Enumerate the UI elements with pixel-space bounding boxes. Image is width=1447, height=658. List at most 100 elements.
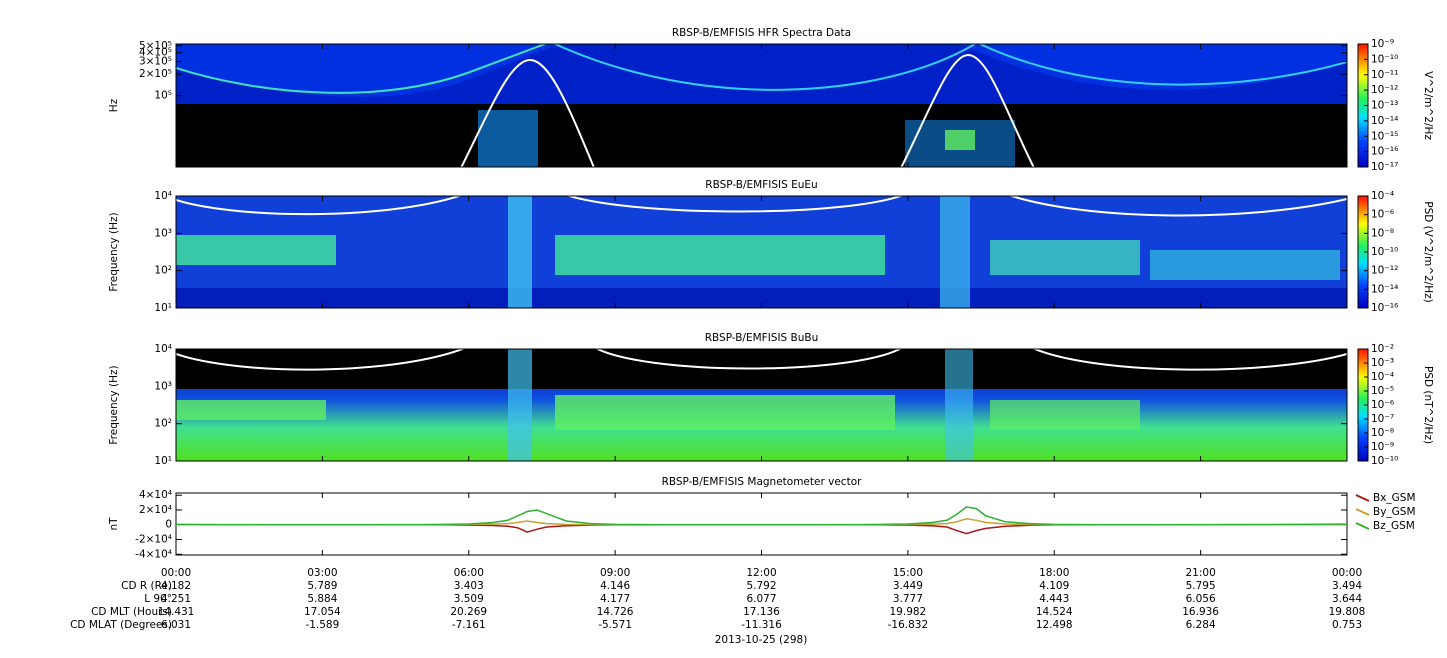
y-tick-label: 3×10⁵ [139, 56, 172, 68]
y-tick-label: 10⁵ [154, 90, 172, 102]
colorbar-tick-label: 10⁻⁹ [1371, 38, 1394, 50]
ephemeris-value: 3.403 [454, 580, 484, 592]
x-tick-label: 15:00 [893, 567, 923, 579]
ephemeris-value: 4.251 [161, 593, 191, 605]
y-tick-label: -4×10⁴ [135, 548, 172, 560]
colorbar-tick-label: 10⁻¹³ [1371, 100, 1398, 112]
colorbar-tick-label: 10⁻⁷ [1371, 413, 1394, 425]
burst [945, 130, 975, 150]
colorbar-tick-label: 10⁻⁵ [1371, 385, 1394, 397]
y-axis-label: Frequency (Hz) [108, 365, 120, 444]
ephemeris-value: -16.832 [888, 619, 929, 631]
ephemeris-value: 3.509 [454, 593, 484, 605]
panel-title: RBSP-B/EMFISIS BuBu [705, 332, 819, 344]
colorbar-label: PSD (V^2/m^2/Hz) [1422, 201, 1434, 302]
colorbar-tick-label: 10⁻¹² [1371, 265, 1398, 277]
y-tick-label: 10² [154, 265, 172, 277]
legend-swatch [1355, 494, 1370, 502]
legend-swatch [1355, 522, 1370, 530]
colorbar-tick-label: 10⁻¹⁰ [1371, 455, 1398, 467]
colorbar-tick-label: 10⁻¹⁶ [1371, 146, 1398, 158]
data-line [176, 518, 1347, 526]
ephemeris-value: 17.136 [743, 606, 780, 618]
legend-swatch [1355, 508, 1370, 516]
ephemeris-label: CD R (Re) [121, 580, 172, 592]
ephemeris-value: 3.494 [1332, 580, 1362, 592]
burst [478, 110, 538, 167]
ephemeris-value: 6.077 [746, 593, 776, 605]
x-tick-label: 09:00 [600, 567, 630, 579]
ephemeris-value: 3.777 [893, 593, 923, 605]
ephemeris-value: 20.269 [450, 606, 487, 618]
x-tick-label: 18:00 [1039, 567, 1069, 579]
eueu-spectrogram [176, 196, 1347, 308]
x-tick-label: 06:00 [454, 567, 484, 579]
ephemeris-label: L 90° [144, 593, 172, 605]
ephemeris-value: 4.182 [161, 580, 191, 592]
colorbar-tick-label: 10⁻¹⁵ [1371, 130, 1398, 142]
ephemeris-value: 19.982 [890, 606, 927, 618]
ephemeris-value: -11.316 [741, 619, 782, 631]
gyrofrequency-line [460, 53, 1035, 167]
legend-label: By_GSM [1373, 506, 1416, 518]
y-axis-label: Frequency (Hz) [108, 212, 120, 291]
band [555, 235, 885, 275]
burst [508, 196, 532, 308]
y-tick-label: 2×10⁵ [139, 68, 172, 80]
colorbar-tick-label: 10⁻⁴ [1371, 371, 1394, 383]
colorbar-tick-label: 10⁻¹¹ [1371, 69, 1398, 81]
band [176, 400, 326, 420]
ephemeris-value: 14.431 [158, 606, 195, 618]
ephemeris-value: -7.161 [452, 619, 486, 631]
panel-title: RBSP-B/EMFISIS EuEu [705, 179, 817, 191]
ephemeris-value: 3.449 [893, 580, 923, 592]
gyrofrequency-line [176, 196, 1347, 217]
y-tick-label: -2×10⁴ [135, 534, 172, 546]
ephemeris-label: CD MLT (Hours) [91, 606, 172, 618]
y-tick-label: 10² [154, 418, 172, 430]
y-axis-label: nT [108, 517, 120, 531]
x-tick-label: 03:00 [307, 567, 337, 579]
hfr-spectrogram [176, 44, 1347, 167]
x-tick-label: 00:00 [1332, 567, 1362, 579]
data-line [175, 506, 1348, 526]
ephemeris-value: 4.443 [1039, 593, 1069, 605]
data-line [176, 523, 1347, 535]
ephemeris-value: 5.795 [1186, 580, 1216, 592]
y-tick-label: 10¹ [154, 455, 172, 467]
y-tick-label: 10¹ [154, 302, 172, 314]
ephemeris-value: 19.808 [1329, 606, 1366, 618]
plot-frame [175, 43, 1348, 168]
colorbar-tick-label: 10⁻⁴ [1371, 190, 1394, 202]
y-tick-label: 10⁴ [154, 190, 172, 202]
colorbar-tick-label: 10⁻⁶ [1371, 209, 1394, 221]
colorbar-tick-label: 10⁻¹⁰ [1371, 53, 1398, 65]
y-tick-label: 4×10⁴ [139, 489, 172, 501]
band [555, 395, 895, 430]
ephemeris-value: 5.789 [307, 580, 337, 592]
ridge [554, 44, 1347, 91]
y-tick-label: 2×10⁴ [139, 504, 172, 516]
colorbar-tick-label: 10⁻⁹ [1371, 441, 1394, 453]
ephemeris-value: 0.753 [1332, 619, 1362, 631]
colorbar-label: V^2/m^2/Hz [1422, 71, 1434, 140]
colorbar-tick-label: 10⁻⁸ [1371, 427, 1394, 439]
burst [945, 349, 973, 461]
colorbar-tick-label: 10⁻⁸ [1371, 227, 1394, 239]
y-tick-label: 4×10⁵ [139, 47, 172, 59]
ephemeris-value: -1.589 [305, 619, 339, 631]
colorbar-label: PSD (nT^2/Hz) [1422, 366, 1434, 444]
ephemeris-value: 6.031 [161, 619, 191, 631]
x-tick-label: 00:00 [161, 567, 191, 579]
ephemeris-value: 3.644 [1332, 593, 1362, 605]
band [176, 44, 1347, 98]
ephemeris-value: 4.146 [600, 580, 630, 592]
y-tick-label: 5×10⁵ [139, 40, 172, 52]
colorbar-tick-label: 10⁻¹⁴ [1371, 283, 1398, 295]
y-tick-label: 0 [165, 519, 172, 531]
ephemeris-value: 5.792 [746, 580, 776, 592]
burst [940, 196, 970, 308]
ephemeris-value: -5.571 [598, 619, 632, 631]
ephemeris-value: 12.498 [1036, 619, 1073, 631]
